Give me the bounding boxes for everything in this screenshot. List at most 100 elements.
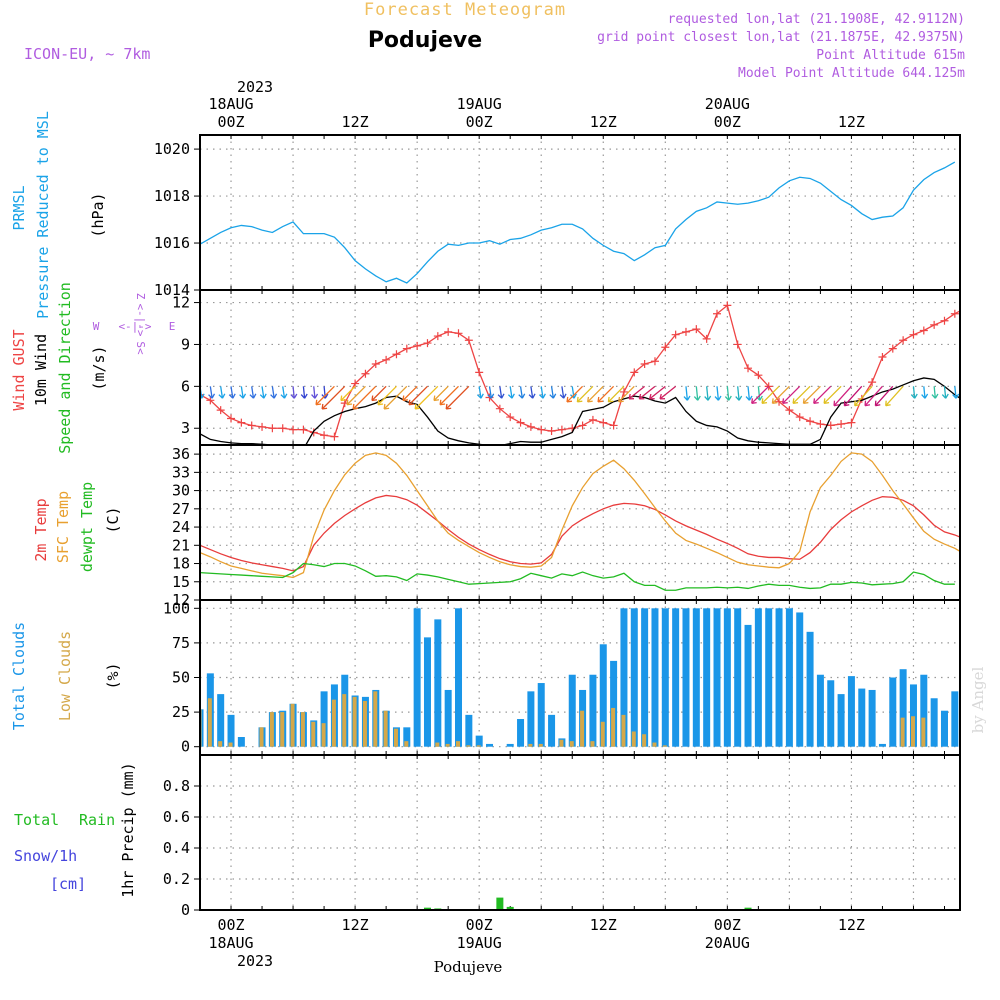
wind-arrow bbox=[695, 386, 699, 401]
wind-arrowhead bbox=[340, 395, 347, 402]
low-cloud-bar bbox=[300, 712, 305, 747]
total-cloud-bar bbox=[237, 737, 245, 747]
panel-frame bbox=[199, 134, 961, 291]
total-cloud-bar bbox=[899, 669, 907, 747]
gust-marker bbox=[930, 320, 939, 329]
low-cloud-bar bbox=[445, 743, 450, 747]
total-cloud-bar bbox=[434, 619, 442, 747]
ytick-label: 6 bbox=[181, 377, 190, 395]
ytick-label: 0.2 bbox=[163, 870, 190, 888]
wind-arrowhead bbox=[352, 403, 359, 410]
gust-marker bbox=[516, 418, 525, 427]
low-cloud-bar bbox=[352, 696, 357, 747]
panel-1: 3 6 9 12 bbox=[172, 289, 1000, 446]
ytick-label: 21 bbox=[172, 536, 190, 554]
low-cloud-bar bbox=[580, 710, 585, 747]
top-date-label: 20AUG bbox=[705, 95, 750, 113]
wind-arrow bbox=[209, 386, 213, 399]
wind-arrowhead bbox=[751, 398, 757, 404]
total-cloud-bar bbox=[486, 743, 494, 747]
wind-arrow bbox=[271, 386, 275, 399]
wind-arrowhead bbox=[346, 399, 353, 406]
gust-marker bbox=[402, 344, 411, 353]
gust-marker bbox=[557, 425, 566, 434]
wind-arrowhead bbox=[487, 393, 495, 399]
low-cloud-bar bbox=[476, 745, 481, 747]
panel-0-data bbox=[200, 161, 956, 284]
ytick-label: 0.6 bbox=[163, 808, 190, 826]
wind-arrow bbox=[737, 386, 740, 401]
wind-arrow bbox=[321, 385, 346, 410]
wind-arrow bbox=[371, 385, 387, 401]
gust-marker bbox=[361, 369, 370, 378]
gust-marker bbox=[227, 414, 236, 423]
precip-axis-label: 1hr Precip (mm) bbox=[119, 762, 137, 897]
top-date-label: 18AUG bbox=[208, 95, 253, 113]
wind-arrow bbox=[340, 385, 356, 401]
ytick-label: 18 bbox=[172, 555, 190, 573]
total-cloud-bar bbox=[806, 631, 814, 747]
wind-arrow bbox=[576, 385, 594, 403]
gust-marker bbox=[723, 301, 732, 310]
wind-arrowhead bbox=[208, 393, 216, 399]
total-cloud-bar bbox=[785, 608, 793, 747]
wind-arrow bbox=[587, 385, 604, 403]
low-cloud-bar bbox=[652, 742, 657, 747]
wind-arrow bbox=[874, 385, 894, 407]
ytick-label: 15 bbox=[172, 573, 190, 591]
low-cloud-bar bbox=[218, 741, 223, 747]
low-cloud-bar bbox=[621, 714, 626, 747]
ytick-label: 9 bbox=[181, 335, 190, 353]
wind-arrowhead bbox=[259, 393, 267, 399]
panel-4-data bbox=[200, 897, 960, 910]
low-cloud-bar bbox=[290, 703, 295, 747]
total-cloud-bar bbox=[796, 612, 804, 747]
gust-marker bbox=[578, 421, 587, 430]
snow-label: Snow/1h bbox=[14, 847, 77, 865]
wind-arrowhead bbox=[377, 399, 384, 406]
gust-marker bbox=[992, 304, 1000, 312]
wind-arrow bbox=[402, 385, 418, 401]
series-2m-temp bbox=[200, 494, 960, 572]
total-cloud-bar bbox=[200, 709, 204, 747]
wind-arrowhead bbox=[931, 393, 939, 399]
total-cloud-bar bbox=[827, 680, 835, 747]
wind-arrowhead bbox=[538, 393, 546, 399]
model-label: ICON-EU, ~ 7km bbox=[24, 45, 150, 63]
compass-ns-arrow: <-|-> bbox=[134, 303, 147, 336]
wind-arrow bbox=[540, 386, 544, 399]
total-cloud-bar bbox=[641, 608, 649, 747]
low-cloud-bar bbox=[280, 712, 285, 747]
low-cloud-bar bbox=[538, 743, 543, 747]
panel-3-data bbox=[200, 608, 959, 747]
gust-marker bbox=[289, 425, 298, 434]
panel-0: 1014 1016 1018 1020 bbox=[154, 134, 961, 299]
panel-4: 0 0.2 0.4 0.6 0.8 bbox=[163, 754, 961, 919]
total-cloud-bar bbox=[465, 714, 473, 747]
ytick-label: 12 bbox=[172, 294, 190, 312]
total-cloud-bar bbox=[527, 691, 535, 747]
top-date-label: 19AUG bbox=[457, 95, 502, 113]
total-cloud-bar bbox=[837, 694, 845, 747]
total-cloud-bar bbox=[723, 608, 731, 747]
total-cloud-bar bbox=[858, 688, 866, 747]
watermark: by Angel bbox=[969, 666, 987, 733]
wind-arrow bbox=[943, 386, 947, 399]
wind-arrowhead bbox=[792, 398, 799, 404]
low-cloud-bar bbox=[362, 701, 367, 747]
wind-arrow bbox=[933, 386, 936, 399]
wind-arrowhead bbox=[823, 398, 830, 404]
low-cloud-bar bbox=[631, 731, 636, 747]
total-cloud-bar bbox=[672, 608, 680, 747]
ytick-label: 30 bbox=[172, 482, 190, 500]
gust-marker bbox=[237, 418, 246, 427]
low-cloud-bar bbox=[373, 691, 378, 747]
gust-marker bbox=[547, 427, 556, 436]
low-cloud-bar bbox=[404, 741, 409, 747]
temp-unit: (C) bbox=[104, 506, 122, 533]
total-cloud-bar bbox=[765, 608, 773, 747]
wind-arrow bbox=[685, 386, 689, 401]
title: Forecast Meteogram bbox=[364, 0, 566, 20]
wind-arrow bbox=[530, 386, 534, 399]
gust-marker bbox=[816, 420, 825, 429]
